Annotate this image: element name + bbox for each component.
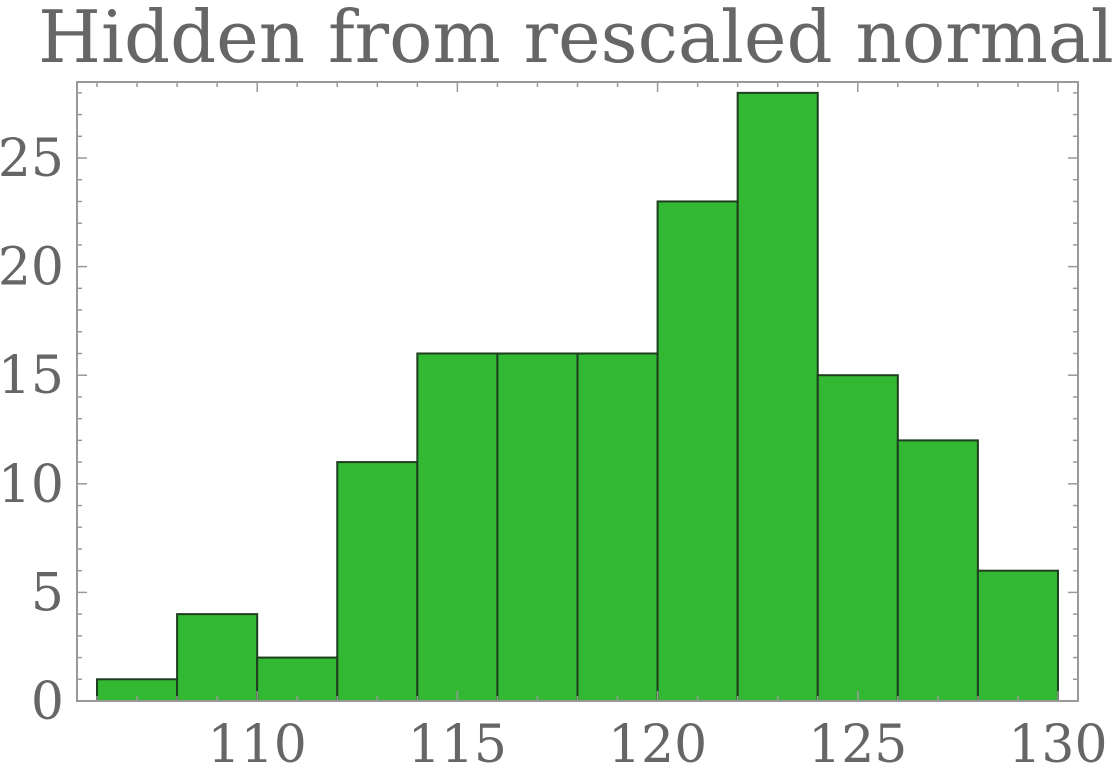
histogram-bar-120-122 [656, 200, 739, 702]
histogram-bar-118-120 [576, 352, 659, 702]
histogram-bar-124-126 [816, 374, 899, 702]
histogram-bar-128-130 [976, 569, 1059, 702]
histogram-bar-108-110 [176, 613, 259, 702]
bars-group [96, 91, 1059, 703]
x-tick-label-110: 110 [208, 715, 307, 775]
histogram-bar-116-118 [496, 352, 579, 702]
histogram-bar-114-116 [416, 352, 499, 702]
histogram-bar-126-128 [896, 439, 979, 702]
x-tick-label-125: 125 [808, 715, 907, 775]
y-tick-label-5: 5 [31, 563, 64, 623]
x-tick-label-130: 130 [1008, 715, 1107, 775]
y-tick-label-25: 25 [0, 129, 64, 189]
y-tick-label-15: 15 [0, 346, 64, 406]
axis-tick-labels: 110 115 120 125 130 0 5 10 15 20 25 [0, 129, 1108, 775]
histogram-bar-110-112 [256, 656, 339, 702]
y-tick-label-0: 0 [31, 672, 64, 732]
plot-frame [76, 81, 1079, 702]
histogram-bar-112-114 [336, 461, 419, 702]
histogram-bar-122-124 [736, 91, 819, 703]
x-tick-label-115: 115 [408, 715, 507, 775]
x-tick-label-120: 120 [608, 715, 707, 775]
y-tick-label-10: 10 [0, 455, 64, 515]
y-tick-label-20: 20 [0, 238, 64, 298]
chart-title: Hidden from rescaled normal [38, 0, 1112, 79]
